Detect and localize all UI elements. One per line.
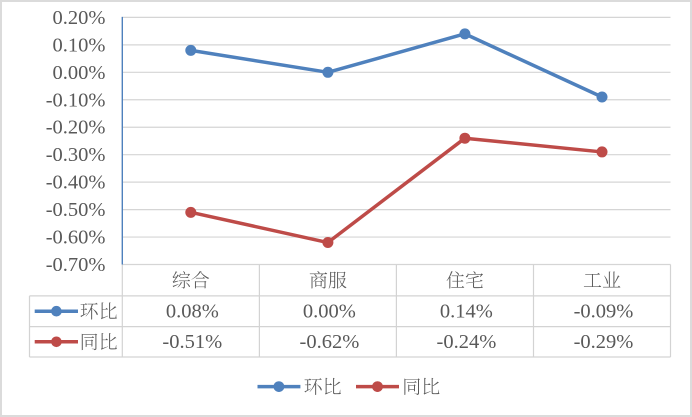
svg-text:-0.10%: -0.10% [46,89,106,111]
svg-text:0.20%: 0.20% [53,7,106,29]
svg-text:-0.51%: -0.51% [162,331,222,353]
svg-text:0.00%: 0.00% [53,62,106,84]
svg-text:0.08%: 0.08% [166,301,219,323]
svg-text:-0.60%: -0.60% [46,227,106,249]
svg-text:-0.70%: -0.70% [46,254,106,276]
svg-text:-0.40%: -0.40% [46,172,106,194]
svg-text:-0.20%: -0.20% [46,117,106,139]
svg-text:0.10%: 0.10% [53,34,106,56]
svg-text:-0.09%: -0.09% [574,301,634,323]
svg-text:-0.29%: -0.29% [574,331,634,353]
svg-text:-0.62%: -0.62% [300,331,360,353]
svg-text:0.14%: 0.14% [440,301,493,323]
svg-text:-0.24%: -0.24% [437,331,497,353]
svg-text:-0.50%: -0.50% [46,199,106,221]
svg-text:-0.30%: -0.30% [46,144,106,166]
svg-text:0.00%: 0.00% [303,301,356,323]
